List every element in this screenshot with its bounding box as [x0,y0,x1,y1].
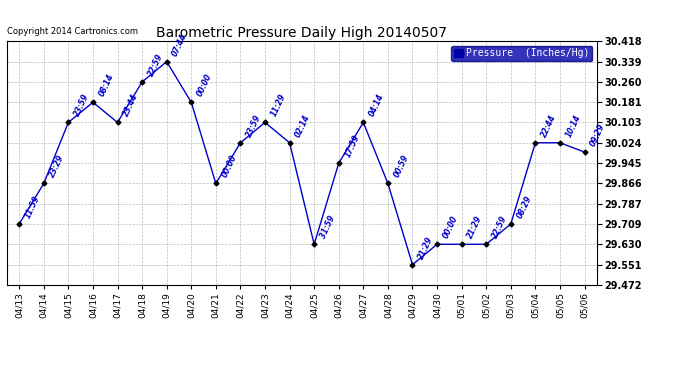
Text: 08:14: 08:14 [97,73,115,98]
Text: 22:59: 22:59 [491,214,509,240]
Text: 22:59: 22:59 [146,52,164,78]
Legend: Pressure  (Inches/Hg): Pressure (Inches/Hg) [451,46,592,61]
Text: 23:59: 23:59 [244,113,263,139]
Text: 11:59: 11:59 [23,194,41,220]
Text: 00:00: 00:00 [441,214,460,240]
Text: 00:00: 00:00 [195,73,214,98]
Text: 23:59: 23:59 [72,93,91,118]
Text: 07:44: 07:44 [171,32,189,57]
Text: 23:44: 23:44 [121,93,140,118]
Text: 08:29: 08:29 [515,194,533,220]
Text: 09:29: 09:29 [589,122,607,148]
Text: 00:00: 00:00 [220,154,238,179]
Text: 10:14: 10:14 [564,113,582,139]
Text: 31:59: 31:59 [318,214,337,240]
Text: 22:44: 22:44 [540,113,558,139]
Text: 11:29: 11:29 [269,93,288,118]
Text: 21:29: 21:29 [466,214,484,240]
Text: 04:14: 04:14 [368,93,386,118]
Title: Barometric Pressure Daily High 20140507: Barometric Pressure Daily High 20140507 [157,26,447,40]
Text: 17:59: 17:59 [343,134,361,159]
Text: 23:29: 23:29 [48,154,66,179]
Text: 02:14: 02:14 [294,113,312,139]
Text: 21:29: 21:29 [417,235,435,261]
Text: Copyright 2014 Cartronics.com: Copyright 2014 Cartronics.com [7,27,138,36]
Text: 00:59: 00:59 [392,154,411,179]
